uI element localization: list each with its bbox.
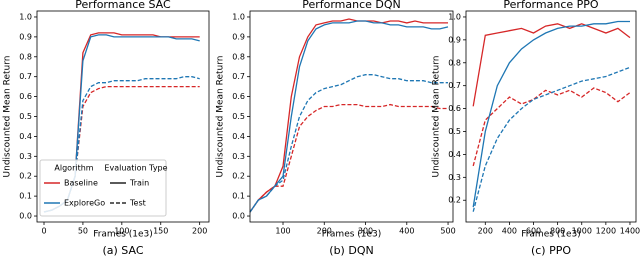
- x-tick-label: 500: [440, 227, 455, 236]
- x-tick-label: 1000: [572, 227, 592, 236]
- y-tick-label: 0.2: [19, 172, 32, 181]
- x-tick-label: 300: [358, 227, 373, 236]
- x-tick-label: 100: [114, 227, 129, 236]
- x-axis-label: Frames (1e3): [93, 230, 153, 240]
- x-tick-label: 150: [153, 227, 168, 236]
- x-tick-label: 50: [78, 227, 88, 236]
- y-tick-label: 0.4: [448, 150, 461, 159]
- series-line: [472, 87, 631, 167]
- y-tick-label: 0.0: [19, 212, 32, 221]
- legend-label: Test: [129, 199, 146, 208]
- y-axis-label: Undiscounted Mean Return: [216, 56, 226, 178]
- y-tick-label: 0.5: [19, 112, 32, 121]
- y-tick-label: 0.1: [232, 192, 245, 201]
- y-tick-label: 0.2: [448, 196, 461, 205]
- y-tick-label: 0.4: [19, 132, 32, 141]
- chart-title: Performance DQN: [302, 0, 401, 11]
- y-tick-label: 0.3: [232, 152, 245, 161]
- x-tick-label: 800: [550, 227, 565, 236]
- y-tick-label: 0.9: [19, 32, 32, 41]
- y-tick-label: 0.6: [448, 104, 461, 113]
- chart-title: Performance PPO: [503, 0, 598, 11]
- plot-frame: [465, 10, 637, 223]
- y-tick-label: 0.8: [232, 52, 245, 61]
- y-tick-label: 0.7: [448, 81, 461, 90]
- series-line: [249, 20, 449, 213]
- caption: (a) SAC: [102, 244, 143, 257]
- y-tick-label: 0.1: [19, 192, 32, 201]
- y-tick-label: 0.8: [19, 52, 32, 61]
- y-tick-label: 0.5: [448, 127, 461, 136]
- x-tick-label: 0: [41, 227, 46, 236]
- y-tick-label: 0.7: [19, 72, 32, 81]
- chart-title: Performance SAC: [75, 0, 171, 11]
- plot-frame: [249, 10, 454, 223]
- y-axis-label: Undiscounted Mean Return: [3, 56, 13, 178]
- y-tick-label: 0.9: [448, 35, 461, 44]
- y-tick-label: 1.0: [232, 12, 245, 21]
- series-line: [472, 23, 631, 107]
- y-tick-label: 0.2: [232, 172, 245, 181]
- y-tick-label: 0.5: [232, 112, 245, 121]
- x-tick-label: 1200: [596, 227, 616, 236]
- legend-title: Algorithm: [54, 164, 93, 173]
- y-tick-label: 0.6: [232, 92, 245, 101]
- y-tick-label: 0.6: [19, 92, 32, 101]
- y-tick-label: 0.7: [232, 72, 245, 81]
- caption: (b) DQN: [329, 244, 373, 257]
- y-axis-label: Undiscounted Mean Return: [432, 56, 442, 178]
- plot-frame: [36, 10, 210, 223]
- series-line: [249, 103, 448, 213]
- y-tick-label: 0.0: [232, 212, 245, 221]
- series-line: [472, 20, 630, 208]
- y-tick-label: 1.0: [19, 12, 32, 21]
- legend-label: ExploreGo: [64, 199, 105, 208]
- x-tick-label: 100: [275, 227, 290, 236]
- series-line: [43, 76, 200, 213]
- legend-label: Baseline: [64, 179, 98, 188]
- series-line: [43, 85, 200, 213]
- y-tick-label: 0.8: [448, 58, 461, 67]
- series-line: [249, 74, 448, 213]
- x-tick-label: 1400: [620, 227, 640, 236]
- legend-title: Evaluation Type: [104, 164, 167, 173]
- x-tick-label: 200: [192, 227, 207, 236]
- x-axis-label: Frames (1e3): [322, 230, 382, 240]
- y-tick-label: 0.3: [19, 152, 32, 161]
- y-tick-label: 1.0: [448, 12, 461, 21]
- x-tick-label: 600: [526, 227, 541, 236]
- legend-box: [39, 159, 167, 217]
- x-tick-label: 400: [502, 227, 517, 236]
- series-line: [472, 66, 631, 212]
- y-tick-label: 0.3: [448, 173, 461, 182]
- series-line: [249, 18, 448, 213]
- x-tick-label: 200: [478, 227, 493, 236]
- legend-label: Train: [129, 179, 149, 188]
- x-tick-label: 400: [399, 227, 414, 236]
- y-tick-label: 0.4: [232, 132, 245, 141]
- x-tick-label: 200: [317, 227, 332, 236]
- x-axis-label: Frames (1e3): [521, 230, 581, 240]
- y-tick-label: 0.9: [232, 32, 245, 41]
- caption: (c) PPO: [531, 244, 571, 257]
